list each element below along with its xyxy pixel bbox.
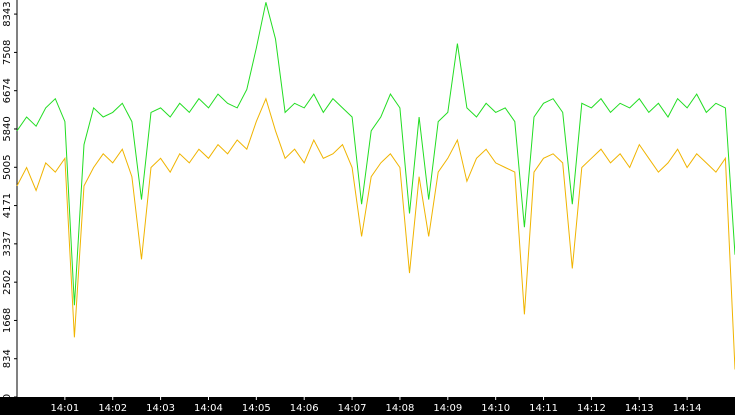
- y-tick-label: 3337: [2, 231, 13, 256]
- x-tick-label: 14:08: [386, 403, 415, 414]
- y-tick-label: 5840: [2, 116, 13, 141]
- y-tick-label: 2502: [2, 269, 13, 294]
- x-tick-label: 14:06: [290, 403, 319, 414]
- y-tick-label: 6674: [2, 78, 13, 103]
- x-axis-bar: [0, 397, 735, 415]
- x-tick-label: 14:07: [338, 403, 367, 414]
- x-tick-label: 14:12: [577, 403, 606, 414]
- x-tick-label: 14:10: [481, 403, 510, 414]
- x-tick-label: 14:04: [194, 403, 223, 414]
- x-tick-label: 14:13: [625, 403, 654, 414]
- series-line: [16, 97, 735, 370]
- x-tick-label: 14:09: [433, 403, 462, 414]
- x-tick-label: 14:11: [529, 403, 558, 414]
- y-tick-label: 4171: [2, 193, 13, 218]
- x-tick-label: 14:03: [146, 403, 175, 414]
- y-tick-label: 0: [2, 394, 13, 400]
- y-tick-label: 7508: [2, 40, 13, 65]
- series-line: [16, 2, 735, 306]
- y-tick-label: 5005: [2, 155, 13, 180]
- y-tick-label: 834: [2, 349, 13, 368]
- x-tick-label: 14:14: [673, 403, 702, 414]
- x-tick-label: 14:02: [98, 403, 127, 414]
- x-tick-label: 14:05: [242, 403, 271, 414]
- y-tick-label: 8343: [2, 1, 13, 26]
- x-tick-label: 14:01: [50, 403, 79, 414]
- y-tick-label: 1668: [2, 308, 13, 333]
